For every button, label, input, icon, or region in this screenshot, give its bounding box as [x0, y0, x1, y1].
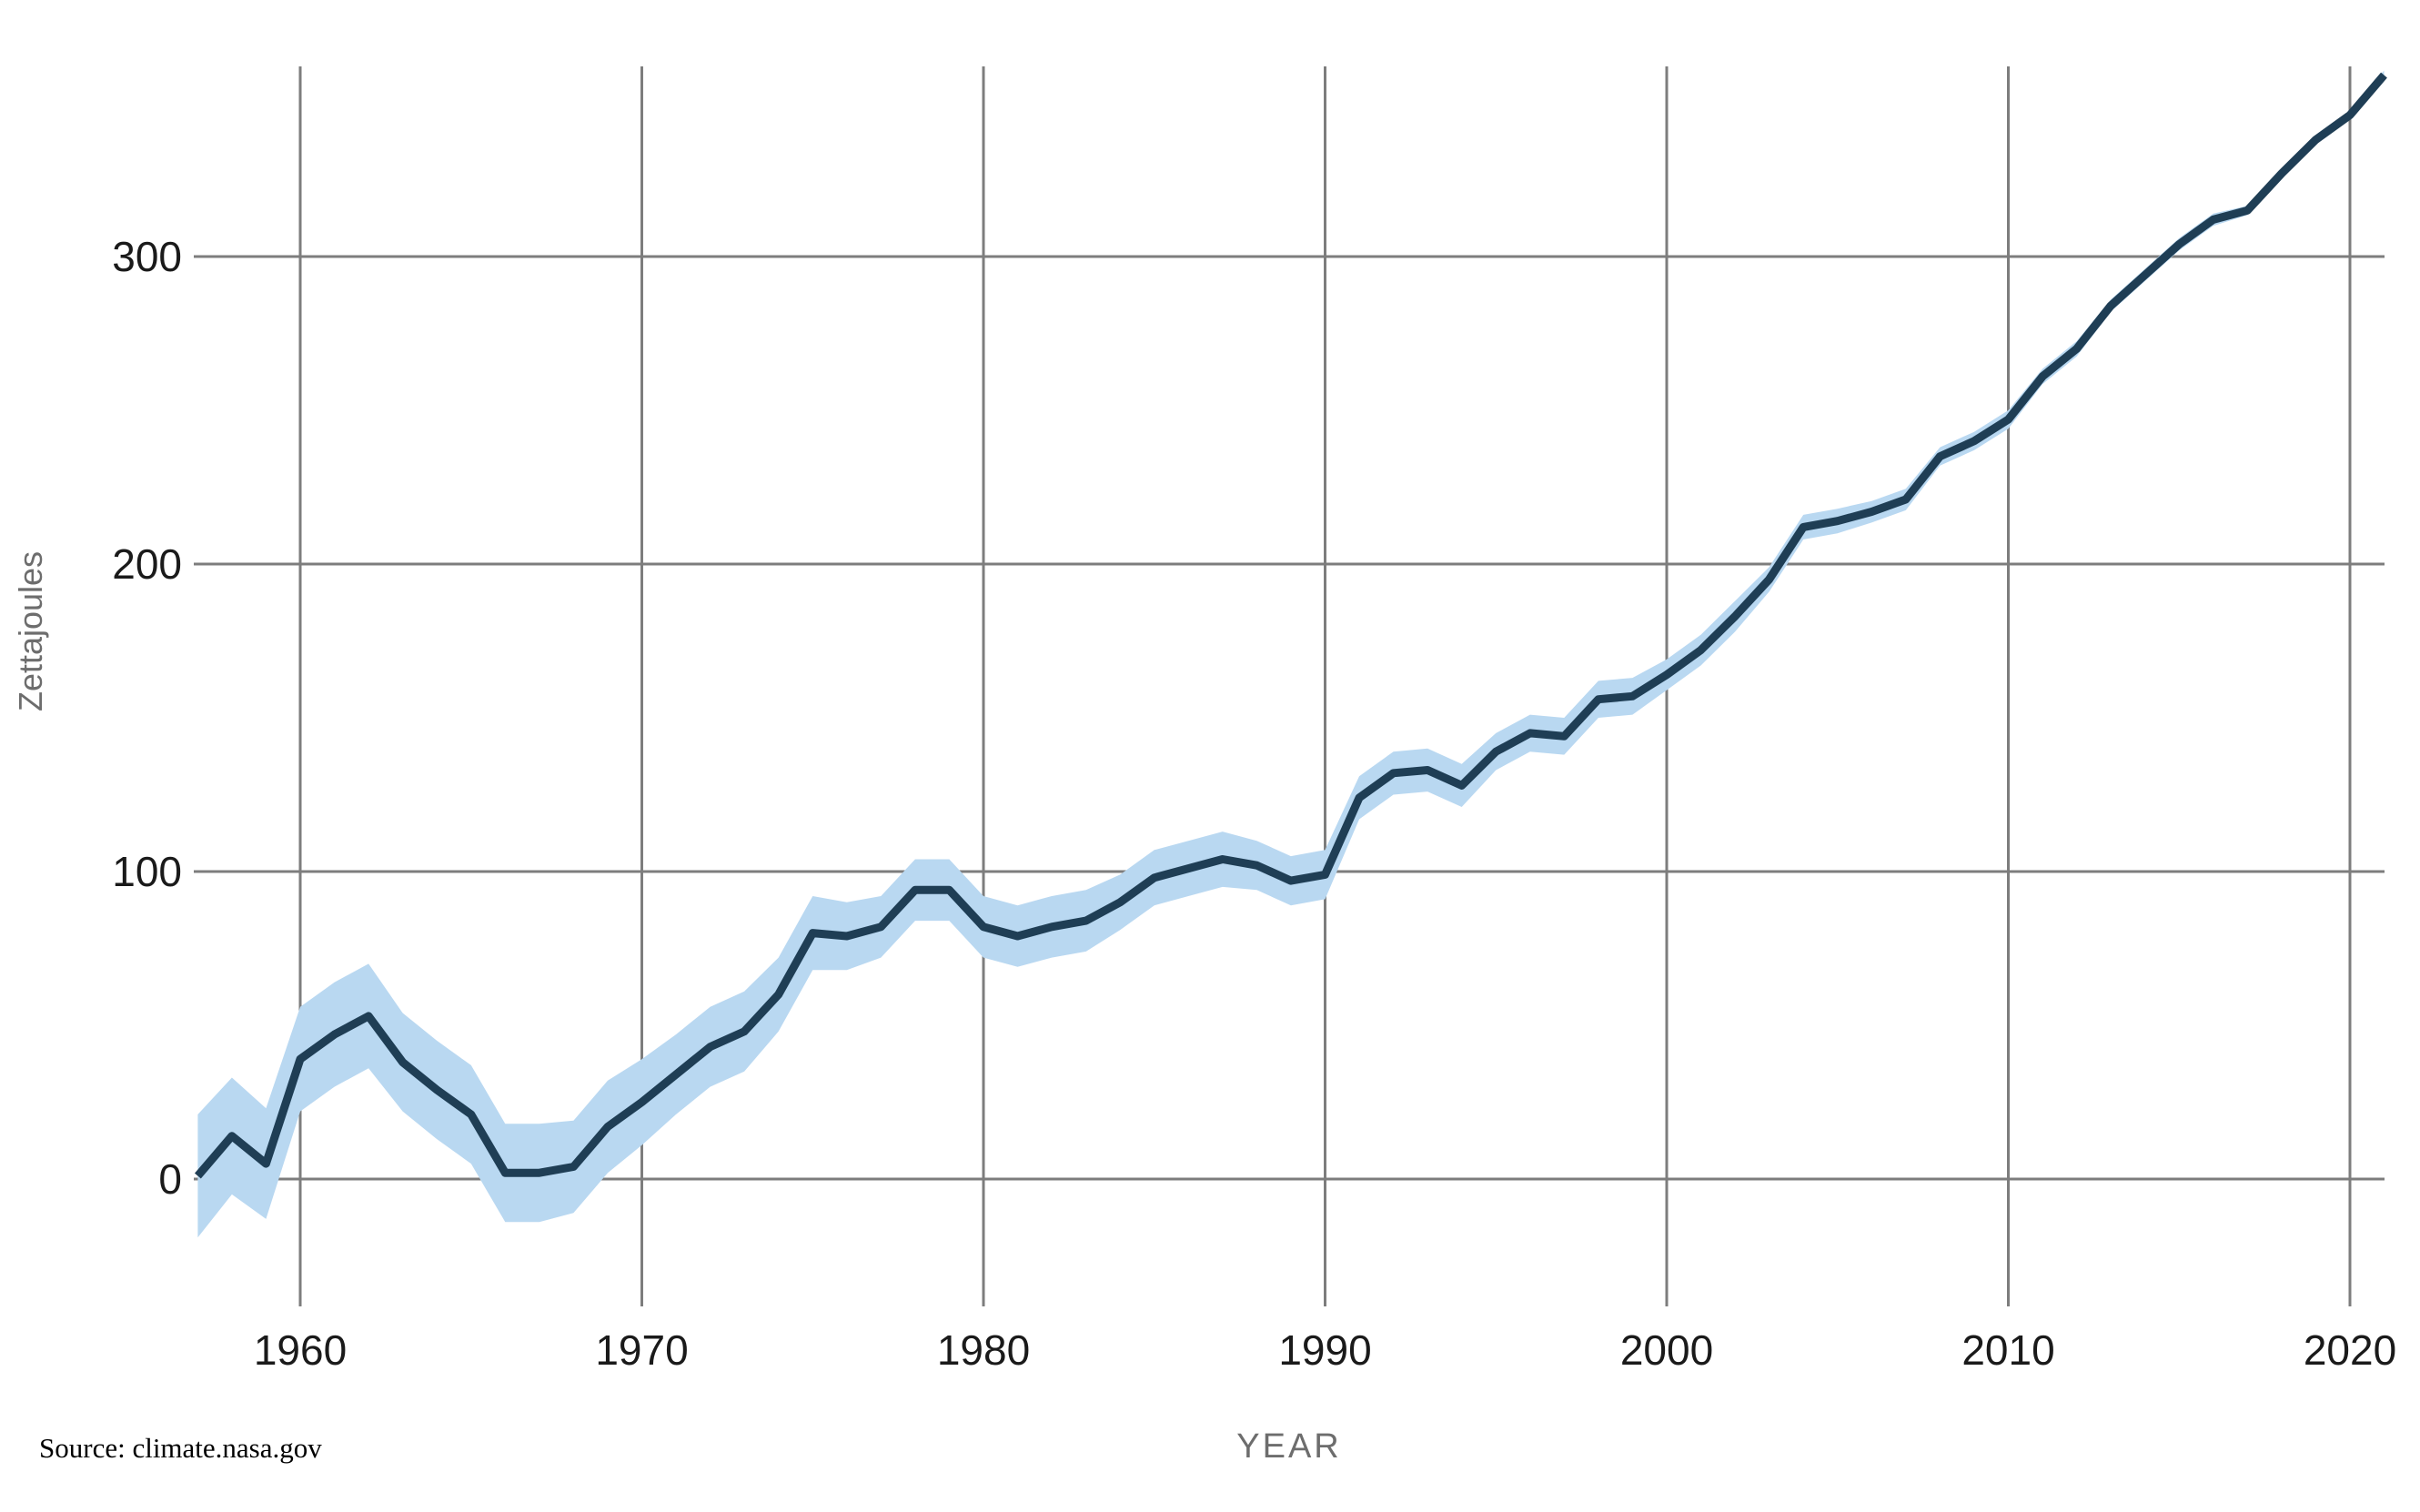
y-tick-label-300: 300 — [112, 233, 182, 280]
uncertainty-band — [197, 70, 2385, 1238]
y-tick-label-200: 200 — [112, 540, 182, 588]
x-tick-label-1960: 1960 — [254, 1326, 347, 1374]
x-tick-label-2010: 2010 — [1961, 1326, 2054, 1374]
x-tick-label-2000: 2000 — [1620, 1326, 1713, 1374]
x-tick-label-2020: 2020 — [2304, 1326, 2396, 1374]
gridlines — [194, 66, 2385, 1306]
x-tick-label-1980: 1980 — [937, 1326, 1030, 1374]
x-axis-title: YEAR — [1236, 1427, 1341, 1466]
y-axis-tick-labels: 0 100 200 300 — [112, 233, 182, 1203]
y-axis-title: Zettajoules — [12, 551, 49, 711]
y-tick-label-0: 0 — [158, 1155, 182, 1203]
x-tick-label-1970: 1970 — [595, 1326, 688, 1374]
y-tick-label-100: 100 — [112, 848, 182, 895]
x-axis-tick-labels: 1960 1970 1980 1990 2000 2010 2020 — [254, 1326, 2396, 1374]
heat-content-line — [194, 72, 2387, 1179]
x-tick-label-1990: 1990 — [1278, 1326, 1371, 1374]
source-note: Source: climate.nasa.gov — [39, 1432, 322, 1464]
